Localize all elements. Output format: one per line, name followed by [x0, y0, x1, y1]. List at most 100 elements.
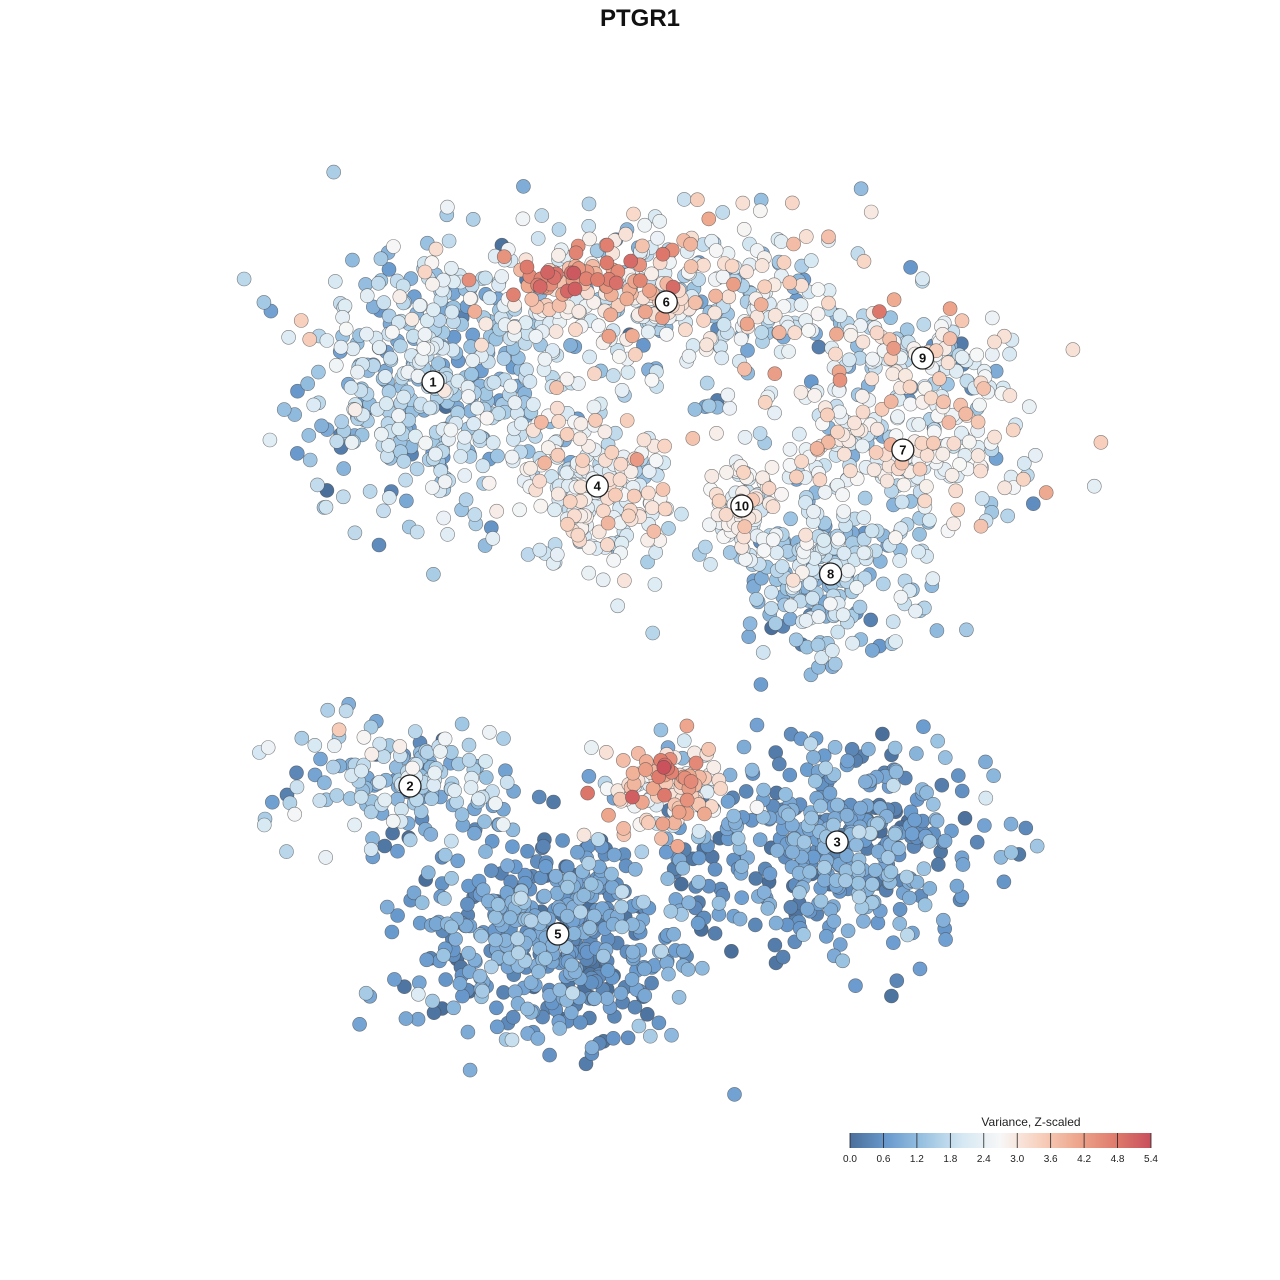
data-point [550, 447, 566, 463]
data-point [551, 222, 567, 237]
data-point [452, 976, 468, 991]
cluster-label-5: 5 [546, 922, 570, 946]
data-point [932, 371, 947, 387]
data-point [617, 573, 632, 588]
data-point [584, 740, 599, 755]
data-point [1018, 820, 1034, 836]
data-point [560, 879, 575, 895]
data-point [645, 781, 661, 796]
data-point [773, 234, 789, 249]
svg-text:1: 1 [429, 375, 436, 390]
data-point [902, 890, 917, 906]
data-point [483, 959, 499, 975]
data-point [702, 517, 717, 533]
data-point [598, 744, 614, 760]
data-point [644, 372, 660, 388]
data-point [843, 327, 859, 343]
data-point [390, 908, 405, 923]
data-point [987, 429, 1002, 445]
data-point [615, 753, 631, 768]
data-point [978, 790, 994, 806]
data-point [809, 441, 825, 456]
data-point [753, 677, 769, 692]
colorbar-gradient [850, 1133, 1151, 1148]
data-point [531, 789, 547, 805]
data-point [696, 257, 711, 273]
data-point [655, 246, 671, 262]
data-point [515, 211, 531, 227]
data-point [386, 239, 401, 254]
data-point [845, 635, 860, 651]
data-point [749, 591, 764, 607]
data-point [903, 260, 918, 275]
data-point [376, 749, 392, 764]
data-point [858, 774, 873, 790]
data-point [548, 324, 564, 339]
data-point [454, 716, 470, 732]
data-point [563, 1005, 579, 1020]
data-point [236, 271, 252, 287]
data-point [832, 404, 847, 420]
data-point [398, 472, 413, 488]
data-point [347, 525, 363, 541]
data-point [436, 510, 452, 526]
data-point [343, 380, 359, 395]
data-point [371, 275, 386, 291]
data-point [814, 650, 830, 665]
data-point [925, 796, 941, 812]
data-point [455, 988, 470, 1004]
data-point [785, 572, 801, 588]
data-point [626, 488, 642, 504]
data-point [645, 625, 661, 641]
data-point [408, 428, 423, 444]
data-point [500, 858, 515, 873]
data-point [948, 483, 964, 499]
data-point [674, 506, 689, 522]
data-point [785, 844, 800, 860]
data-point [537, 910, 552, 926]
data-point [567, 281, 583, 297]
data-point [477, 814, 492, 829]
data-point [886, 292, 902, 308]
data-point [631, 1018, 647, 1034]
data-point [715, 205, 731, 220]
data-point [776, 299, 792, 314]
data-point [754, 325, 770, 340]
data-point [783, 598, 799, 614]
data-point [973, 463, 988, 479]
data-point [886, 340, 902, 356]
svg-text:10: 10 [735, 499, 749, 514]
data-point [513, 890, 529, 906]
data-point [930, 733, 946, 749]
data-point [559, 371, 575, 387]
data-point [356, 729, 372, 745]
data-point [437, 847, 453, 863]
data-point [764, 584, 779, 600]
data-point [699, 784, 715, 800]
data-point [364, 746, 380, 762]
data-point [865, 351, 880, 367]
data-point [996, 874, 1012, 890]
data-point [938, 932, 953, 947]
data-point [1029, 838, 1045, 854]
data-point [892, 901, 908, 917]
data-point [820, 407, 835, 423]
data-point [570, 844, 585, 860]
data-point [782, 611, 798, 627]
data-point [464, 366, 479, 382]
data-point [1026, 496, 1041, 512]
data-point [840, 563, 856, 578]
colorbar-tick-label: 5.4 [1144, 1154, 1158, 1165]
data-point [363, 719, 379, 735]
data-point [774, 559, 790, 574]
data-point [942, 331, 958, 347]
data-point [818, 929, 834, 944]
data-point [832, 937, 848, 952]
data-point [744, 762, 760, 778]
data-point [885, 778, 901, 793]
data-point [381, 490, 397, 505]
data-point [1093, 435, 1109, 450]
svg-text:6: 6 [663, 295, 670, 310]
data-point [599, 237, 615, 253]
data-point [724, 258, 740, 274]
